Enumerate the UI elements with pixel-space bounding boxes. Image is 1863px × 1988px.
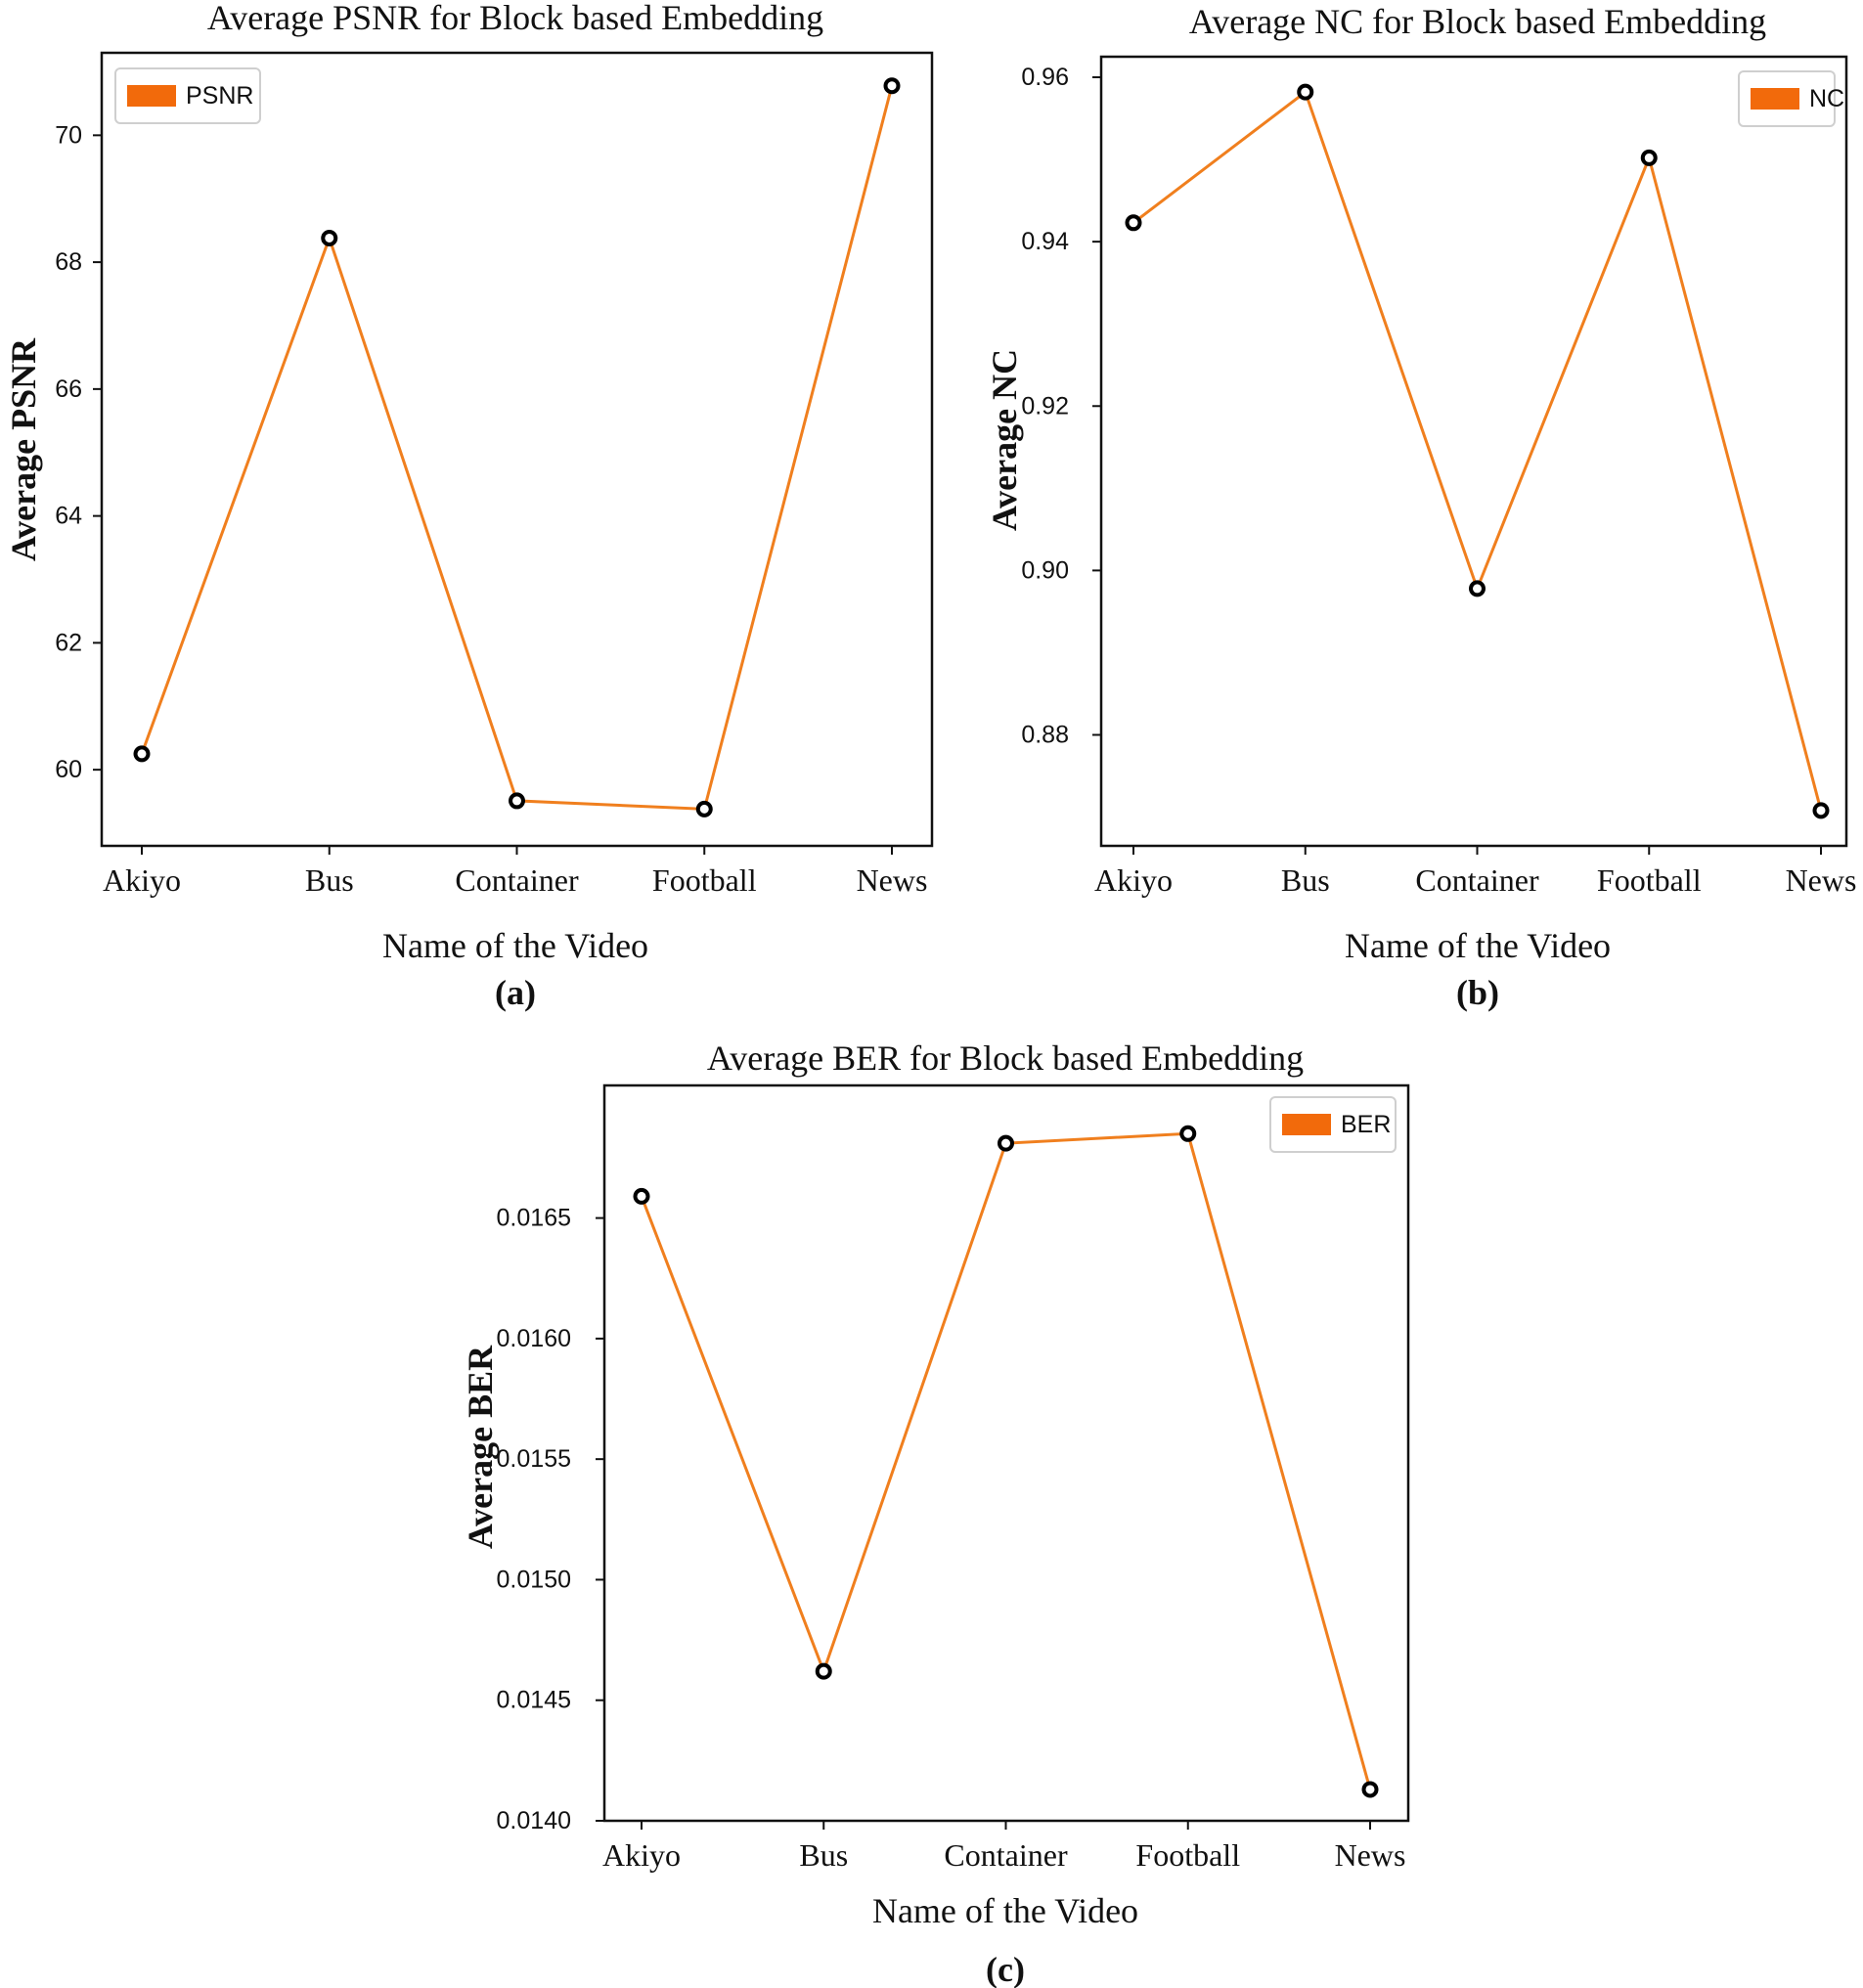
- caption-c: (c): [986, 1950, 1025, 1988]
- chart-1: Average PSNR for Block based Embedding Na…: [4, 0, 934, 1012]
- x-tick-label: Bus: [1281, 862, 1330, 898]
- data-point-container: [998, 1134, 1014, 1152]
- y-tick-label: 0.0150: [497, 1566, 571, 1593]
- x-tick-label: News: [857, 862, 928, 898]
- x-tick-label: Akiyo: [602, 1837, 681, 1873]
- plot-area-frame: [602, 1083, 1410, 1823]
- data-point-football: [1640, 149, 1658, 166]
- legend-box: [1269, 1096, 1397, 1153]
- data-point-akiyo: [633, 1187, 650, 1205]
- data-point-akiyo: [133, 745, 151, 763]
- series-line-ber: [640, 1131, 1372, 1790]
- legend-swatch: [127, 85, 176, 107]
- caption-a: (a): [495, 973, 536, 1012]
- x-tick-label: Container: [455, 862, 579, 898]
- data-point-news: [883, 77, 901, 95]
- legend-box: [114, 67, 261, 124]
- x-tick-label: News: [1335, 1837, 1406, 1873]
- y-tick-label: 0.0155: [497, 1445, 571, 1473]
- chart-title: Average BER for Block based Embedding: [707, 1038, 1304, 1078]
- legend-label: NC: [1809, 85, 1844, 112]
- data-point-bus: [1297, 83, 1314, 101]
- plot-area-frame: [100, 51, 934, 848]
- caption-b: (b): [1456, 973, 1499, 1012]
- y-tick-label: 0.0140: [497, 1807, 571, 1834]
- y-tick-label: 70: [55, 121, 82, 149]
- data-point-bus: [321, 229, 338, 246]
- legend-label: PSNR: [186, 82, 253, 110]
- chart-2: Average NC for Block based Embedding Name…: [985, 2, 1856, 1012]
- x-tick-label: Bus: [305, 862, 354, 898]
- y-tick-label: 0.0145: [497, 1687, 571, 1714]
- y-tick-label: 60: [55, 756, 82, 783]
- data-point-news: [1812, 802, 1830, 819]
- legend-swatch: [1751, 88, 1799, 110]
- data-point-container: [1469, 580, 1486, 597]
- data-point-akiyo: [1125, 214, 1142, 232]
- x-tick-label: Container: [944, 1837, 1068, 1873]
- data-point-bus: [815, 1662, 832, 1680]
- legend-swatch: [1282, 1114, 1331, 1135]
- y-tick-label: 0.92: [1021, 392, 1069, 420]
- data-point-football: [1179, 1125, 1197, 1142]
- plot-area-frame: [1099, 55, 1848, 848]
- chart-title: Average PSNR for Block based Embedding: [207, 0, 823, 37]
- y-axis-label: Average NC: [985, 349, 1024, 531]
- x-tick-label: Container: [1415, 862, 1539, 898]
- legend: PSNR: [114, 67, 261, 124]
- y-tick-label: 0.90: [1021, 556, 1069, 584]
- legend: NC: [1738, 70, 1844, 127]
- y-tick-label: 0.88: [1021, 722, 1069, 749]
- y-tick-label: 66: [55, 376, 82, 403]
- y-tick-label: 0.96: [1021, 64, 1069, 91]
- legend-label: BER: [1341, 1111, 1391, 1138]
- x-axis-label: Name of the Video: [1345, 926, 1611, 965]
- x-tick-label: News: [1786, 862, 1857, 898]
- x-tick-label: Football: [1597, 862, 1702, 898]
- y-axis-label: Average PSNR: [4, 337, 43, 561]
- x-tick-label: Bus: [799, 1837, 848, 1873]
- x-axis-label: Name of the Video: [872, 1891, 1138, 1930]
- x-tick-label: Akiyo: [1094, 862, 1173, 898]
- series-line-nc: [1132, 89, 1823, 812]
- y-tick-label: 68: [55, 248, 82, 276]
- series-line-psnr: [140, 85, 894, 811]
- chart-3: Average BER for Block based Embedding Nam…: [461, 1038, 1410, 1988]
- x-tick-label: Akiyo: [103, 862, 181, 898]
- y-tick-label: 0.0160: [497, 1325, 571, 1352]
- y-tick-label: 62: [55, 629, 82, 656]
- y-tick-label: 0.0165: [497, 1205, 571, 1232]
- x-axis-label: Name of the Video: [382, 926, 648, 965]
- chart-title: Average NC for Block based Embedding: [1189, 2, 1766, 41]
- x-tick-label: Football: [1135, 1837, 1240, 1873]
- legend: BER: [1269, 1096, 1397, 1153]
- data-point-football: [695, 800, 713, 817]
- y-tick-label: 64: [55, 503, 82, 530]
- y-axis-label: Average BER: [461, 1345, 500, 1549]
- data-point-news: [1361, 1781, 1379, 1798]
- x-tick-label: Football: [652, 862, 757, 898]
- y-tick-label: 0.94: [1021, 228, 1069, 255]
- data-point-container: [509, 792, 525, 810]
